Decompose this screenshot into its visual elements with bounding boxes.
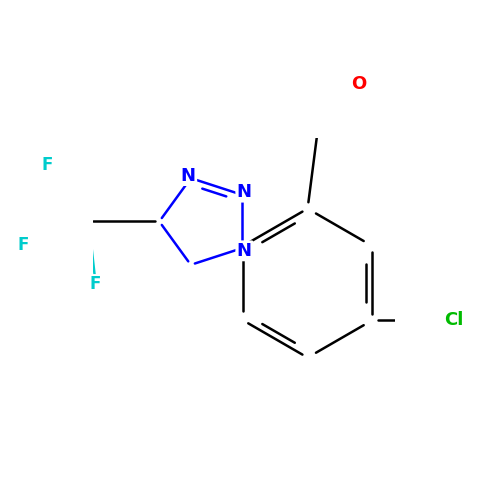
Text: F: F bbox=[90, 275, 101, 294]
Text: N: N bbox=[237, 183, 252, 201]
Text: O: O bbox=[351, 75, 366, 93]
Text: F: F bbox=[42, 156, 53, 174]
Text: N: N bbox=[237, 242, 252, 260]
Text: F: F bbox=[18, 236, 29, 253]
Text: N: N bbox=[181, 167, 196, 184]
Text: Cl: Cl bbox=[445, 311, 464, 330]
